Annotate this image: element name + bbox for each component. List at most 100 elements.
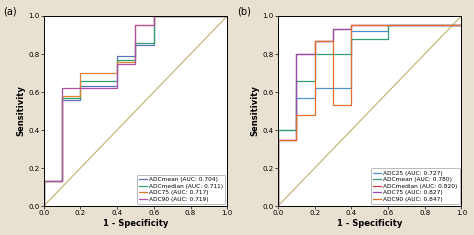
Line: ADC75 (AUC: 0.717): ADC75 (AUC: 0.717) <box>44 16 227 206</box>
ADC25 (AUC: 0.727): (0, 0): 0.727): (0, 0) <box>275 205 281 208</box>
ADCmedian (AUC: 0.711): (0.2, 0.57): 0.711): (0.2, 0.57) <box>78 96 83 99</box>
Line: ADC90 (AUC: 0.847): ADC90 (AUC: 0.847) <box>278 26 461 206</box>
ADC75 (AUC: 0.717): (0, 0.13): 0.717): (0, 0.13) <box>41 180 46 183</box>
ADCmean (AUC: 0.704): (0.1, 0.13): 0.704): (0.1, 0.13) <box>59 180 65 183</box>
ADC90 (AUC: 0.847): (0.1, 0.35): 0.847): (0.1, 0.35) <box>293 138 299 141</box>
ADC75 (AUC: 0.827): (0.4, 0.93): 0.827): (0.4, 0.93) <box>348 28 354 31</box>
ADC90 (AUC: 0.847): (0.2, 0.48): 0.847): (0.2, 0.48) <box>312 114 318 116</box>
ADCmedian (AUC: 0.711): (0.5, 0.77): 0.711): (0.5, 0.77) <box>133 58 138 61</box>
ADC75 (AUC: 0.717): (1, 1): 0.717): (1, 1) <box>224 15 230 17</box>
ADCmedian (AUC: 0.711): (0.1, 0.57): 0.711): (0.1, 0.57) <box>59 96 65 99</box>
ADC75 (AUC: 0.827): (0.2, 0.8): 0.827): (0.2, 0.8) <box>312 53 318 55</box>
ADCmean (AUC: 0.704): (0, 0): 0.704): (0, 0) <box>41 205 46 208</box>
ADC90 (AUC: 0.719): (0.4, 0.75): 0.719): (0.4, 0.75) <box>114 62 120 65</box>
ADC75 (AUC: 0.717): (0.2, 0.58): 0.717): (0.2, 0.58) <box>78 94 83 97</box>
ADC75 (AUC: 0.717): (0.5, 0.95): 0.717): (0.5, 0.95) <box>133 24 138 27</box>
Text: (b): (b) <box>237 7 251 16</box>
ADCmedian (AUC: 0.820): (0.2, 0.8): 0.820): (0.2, 0.8) <box>312 53 318 55</box>
ADC75 (AUC: 0.827): (0.2, 0.87): 0.827): (0.2, 0.87) <box>312 39 318 42</box>
ADC75 (AUC: 0.827): (0, 0.35): 0.827): (0, 0.35) <box>275 138 281 141</box>
ADC90 (AUC: 0.719): (0.2, 0.62): 0.719): (0.2, 0.62) <box>78 87 83 90</box>
ADC75 (AUC: 0.827): (0.1, 0.35): 0.827): (0.1, 0.35) <box>293 138 299 141</box>
ADCmean (AUC: 0.704): (0.1, 0.56): 0.704): (0.1, 0.56) <box>59 98 65 101</box>
ADCmedian (AUC: 0.820): (0.2, 0.87): 0.820): (0.2, 0.87) <box>312 39 318 42</box>
ADC75 (AUC: 0.717): (0.6, 1): 0.717): (0.6, 1) <box>151 15 156 17</box>
ADCmean (AUC: 0.780): (0.4, 0.8): 0.780): (0.4, 0.8) <box>348 53 354 55</box>
ADCmedian (AUC: 0.820): (0, 0.35): 0.820): (0, 0.35) <box>275 138 281 141</box>
ADCmean (AUC: 0.780): (0, 0.4): 0.780): (0, 0.4) <box>275 129 281 131</box>
ADCmean (AUC: 0.780): (0.2, 0.8): 0.780): (0.2, 0.8) <box>312 53 318 55</box>
ADCmedian (AUC: 0.820): (0.4, 0.95): 0.820): (0.4, 0.95) <box>348 24 354 27</box>
ADC75 (AUC: 0.827): (0.3, 0.87): 0.827): (0.3, 0.87) <box>330 39 336 42</box>
ADC25 (AUC: 0.727): (0.2, 0.57): 0.727): (0.2, 0.57) <box>312 96 318 99</box>
ADCmedian (AUC: 0.711): (0.4, 0.66): 0.711): (0.4, 0.66) <box>114 79 120 82</box>
ADC90 (AUC: 0.847): (0.4, 0.95): 0.847): (0.4, 0.95) <box>348 24 354 27</box>
ADC90 (AUC: 0.847): (0.2, 0.87): 0.847): (0.2, 0.87) <box>312 39 318 42</box>
ADC75 (AUC: 0.827): (0.1, 0.8): 0.827): (0.1, 0.8) <box>293 53 299 55</box>
ADC75 (AUC: 0.827): (0.3, 0.93): 0.827): (0.3, 0.93) <box>330 28 336 31</box>
ADC90 (AUC: 0.719): (1, 1): 0.719): (1, 1) <box>224 15 230 17</box>
ADCmean (AUC: 0.704): (1, 1): 0.704): (1, 1) <box>224 15 230 17</box>
ADCmedian (AUC: 0.711): (0.6, 0.86): 0.711): (0.6, 0.86) <box>151 41 156 44</box>
ADC25 (AUC: 0.727): (0.6, 0.92): 0.727): (0.6, 0.92) <box>385 30 391 33</box>
ADCmean (AUC: 0.704): (0.2, 0.63): 0.704): (0.2, 0.63) <box>78 85 83 88</box>
Line: ADCmean (AUC: 0.780): ADCmean (AUC: 0.780) <box>278 26 461 206</box>
ADC90 (AUC: 0.847): (1, 0.95): 0.847): (1, 0.95) <box>458 24 464 27</box>
ADC25 (AUC: 0.727): (0.4, 0.92): 0.727): (0.4, 0.92) <box>348 30 354 33</box>
ADC75 (AUC: 0.717): (0.5, 0.76): 0.717): (0.5, 0.76) <box>133 60 138 63</box>
ADC75 (AUC: 0.717): (0.4, 0.76): 0.717): (0.4, 0.76) <box>114 60 120 63</box>
ADCmedian (AUC: 0.820): (0.3, 0.87): 0.820): (0.3, 0.87) <box>330 39 336 42</box>
ADCmean (AUC: 0.704): (0.4, 0.63): 0.704): (0.4, 0.63) <box>114 85 120 88</box>
ADCmedian (AUC: 0.820): (1, 0.95): 0.820): (1, 0.95) <box>458 24 464 27</box>
ADCmedian (AUC: 0.711): (0.2, 0.66): 0.711): (0.2, 0.66) <box>78 79 83 82</box>
Line: ADC75 (AUC: 0.827): ADC75 (AUC: 0.827) <box>278 26 461 206</box>
Line: ADCmedian (AUC: 0.820): ADCmedian (AUC: 0.820) <box>278 26 461 206</box>
X-axis label: 1 - Specificity: 1 - Specificity <box>103 219 168 228</box>
ADC75 (AUC: 0.717): (0.2, 0.7): 0.717): (0.2, 0.7) <box>78 72 83 74</box>
ADCmean (AUC: 0.780): (0.2, 0.66): 0.780): (0.2, 0.66) <box>312 79 318 82</box>
ADC25 (AUC: 0.727): (0, 0.4): 0.727): (0, 0.4) <box>275 129 281 131</box>
ADC25 (AUC: 0.727): (0.4, 0.62): 0.727): (0.4, 0.62) <box>348 87 354 90</box>
Legend: ADCmean (AUC: 0.704), ADCmedian (AUC: 0.711), ADC75 (AUC: 0.717), ADC90 (AUC: 0.: ADCmean (AUC: 0.704), ADCmedian (AUC: 0.… <box>137 175 226 204</box>
Text: (a): (a) <box>3 7 17 16</box>
ADC25 (AUC: 0.727): (1, 0.95): 0.727): (1, 0.95) <box>458 24 464 27</box>
ADC90 (AUC: 0.719): (0.5, 0.95): 0.719): (0.5, 0.95) <box>133 24 138 27</box>
ADCmedian (AUC: 0.711): (1, 1): 0.711): (1, 1) <box>224 15 230 17</box>
ADC25 (AUC: 0.727): (0.2, 0.62): 0.727): (0.2, 0.62) <box>312 87 318 90</box>
ADC90 (AUC: 0.847): (0.3, 0.87): 0.847): (0.3, 0.87) <box>330 39 336 42</box>
ADCmedian (AUC: 0.820): (0, 0): 0.820): (0, 0) <box>275 205 281 208</box>
ADC90 (AUC: 0.847): (0.3, 0.53): 0.847): (0.3, 0.53) <box>330 104 336 107</box>
ADC75 (AUC: 0.717): (0.1, 0.13): 0.717): (0.1, 0.13) <box>59 180 65 183</box>
ADCmean (AUC: 0.704): (0.6, 1): 0.704): (0.6, 1) <box>151 15 156 17</box>
ADCmean (AUC: 0.780): (0.1, 0.66): 0.780): (0.1, 0.66) <box>293 79 299 82</box>
Line: ADCmedian (AUC: 0.711): ADCmedian (AUC: 0.711) <box>44 16 227 206</box>
ADC25 (AUC: 0.727): (0.1, 0.57): 0.727): (0.1, 0.57) <box>293 96 299 99</box>
ADCmean (AUC: 0.704): (0.6, 0.85): 0.704): (0.6, 0.85) <box>151 43 156 46</box>
ADC25 (AUC: 0.727): (0.1, 0.4): 0.727): (0.1, 0.4) <box>293 129 299 131</box>
ADC90 (AUC: 0.847): (0.4, 0.53): 0.847): (0.4, 0.53) <box>348 104 354 107</box>
ADC75 (AUC: 0.717): (0.4, 0.7): 0.717): (0.4, 0.7) <box>114 72 120 74</box>
ADCmean (AUC: 0.704): (0, 0.13): 0.704): (0, 0.13) <box>41 180 46 183</box>
ADCmean (AUC: 0.704): (0.5, 0.79): 0.704): (0.5, 0.79) <box>133 55 138 57</box>
ADC90 (AUC: 0.719): (0.5, 0.75): 0.719): (0.5, 0.75) <box>133 62 138 65</box>
ADCmedian (AUC: 0.711): (0, 0): 0.711): (0, 0) <box>41 205 46 208</box>
Line: ADC25 (AUC: 0.727): ADC25 (AUC: 0.727) <box>278 26 461 206</box>
ADC75 (AUC: 0.827): (1, 0.95): 0.827): (1, 0.95) <box>458 24 464 27</box>
Y-axis label: Sensitivity: Sensitivity <box>251 86 260 137</box>
ADCmean (AUC: 0.780): (0.4, 0.88): 0.780): (0.4, 0.88) <box>348 37 354 40</box>
ADC90 (AUC: 0.719): (0.6, 1): 0.719): (0.6, 1) <box>151 15 156 17</box>
ADC90 (AUC: 0.847): (0.1, 0.48): 0.847): (0.1, 0.48) <box>293 114 299 116</box>
ADC25 (AUC: 0.727): (0.6, 0.95): 0.727): (0.6, 0.95) <box>385 24 391 27</box>
ADC90 (AUC: 0.719): (0.6, 0.95): 0.719): (0.6, 0.95) <box>151 24 156 27</box>
X-axis label: 1 - Specificity: 1 - Specificity <box>337 219 402 228</box>
ADCmean (AUC: 0.780): (0.1, 0.4): 0.780): (0.1, 0.4) <box>293 129 299 131</box>
ADC90 (AUC: 0.719): (0.1, 0.62): 0.719): (0.1, 0.62) <box>59 87 65 90</box>
ADCmean (AUC: 0.704): (0.4, 0.79): 0.704): (0.4, 0.79) <box>114 55 120 57</box>
ADC75 (AUC: 0.717): (0.6, 0.95): 0.717): (0.6, 0.95) <box>151 24 156 27</box>
ADCmedian (AUC: 0.820): (0.3, 0.93): 0.820): (0.3, 0.93) <box>330 28 336 31</box>
ADC90 (AUC: 0.847): (0, 0.35): 0.847): (0, 0.35) <box>275 138 281 141</box>
ADCmean (AUC: 0.780): (0.6, 0.95): 0.780): (0.6, 0.95) <box>385 24 391 27</box>
ADCmedian (AUC: 0.711): (0.4, 0.77): 0.711): (0.4, 0.77) <box>114 58 120 61</box>
Line: ADCmean (AUC: 0.704): ADCmean (AUC: 0.704) <box>44 16 227 206</box>
Y-axis label: Sensitivity: Sensitivity <box>17 86 26 137</box>
